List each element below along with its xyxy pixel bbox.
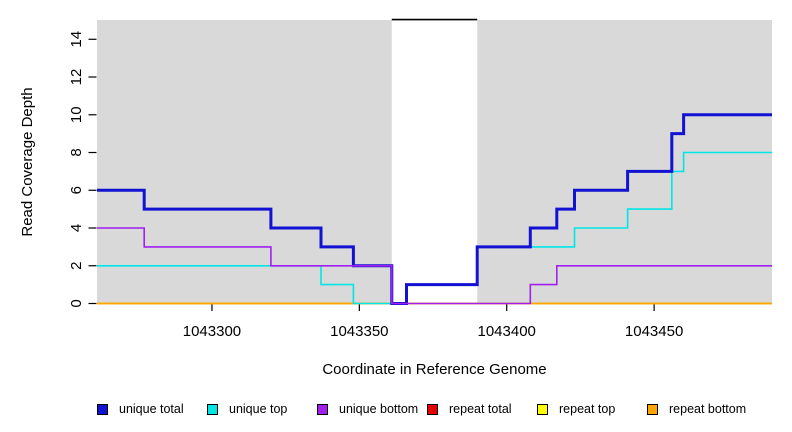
legend-label: repeat top bbox=[559, 402, 616, 416]
y-tick-label: 8 bbox=[68, 148, 85, 156]
legend-swatch-unique-top bbox=[207, 403, 218, 415]
y-axis: 0 2 4 6 8 10 12 14 bbox=[68, 31, 97, 308]
legend-swatch-repeat-bottom bbox=[647, 403, 658, 415]
y-tick-label: 6 bbox=[68, 186, 85, 194]
legend-item-repeat-bottom: repeat bottom bbox=[647, 402, 746, 416]
x-tick-label: 1043350 bbox=[330, 323, 388, 340]
series-lines bbox=[97, 113, 772, 305]
legend-item-repeat-top: repeat top bbox=[537, 402, 615, 416]
x-tick-label: 1043400 bbox=[478, 323, 536, 340]
legend-swatch-repeat-top bbox=[537, 403, 548, 415]
legend-swatch-repeat-total bbox=[427, 403, 438, 415]
series-unique-total bbox=[97, 113, 772, 305]
x-tick-label: 1043300 bbox=[183, 323, 241, 340]
legend-label: unique total bbox=[119, 402, 184, 416]
legend-item-unique-top: unique top bbox=[207, 402, 287, 416]
y-tick-label: 14 bbox=[68, 31, 85, 48]
legend-label: repeat total bbox=[449, 402, 512, 416]
y-tick-label: 10 bbox=[68, 106, 85, 123]
legend-label: repeat bottom bbox=[669, 402, 747, 416]
legend-swatch-unique-bottom bbox=[317, 403, 328, 415]
legend-item-unique-total: unique total bbox=[97, 402, 184, 416]
x-tick-label: 1043450 bbox=[625, 323, 683, 340]
legend-label: unique bottom bbox=[339, 402, 419, 416]
highlight-region-rect bbox=[391, 18, 478, 305]
y-tick-label: 4 bbox=[68, 224, 85, 232]
x-axis: 1043300 1043350 1043400 1043450 bbox=[183, 304, 683, 340]
x-axis-title: Coordinate in Reference Genome bbox=[322, 361, 547, 378]
highlight-region bbox=[391, 18, 478, 305]
legend: unique total unique top unique bottom repea… bbox=[0, 398, 792, 420]
legend-label: unique top bbox=[229, 402, 288, 416]
y-axis-title: Read Coverage Depth bbox=[19, 87, 36, 237]
y-tick-label: 2 bbox=[68, 262, 85, 270]
legend-item-unique-bottom: unique bottom bbox=[317, 402, 418, 416]
legend-item-repeat-total: repeat total bbox=[427, 402, 512, 416]
coverage-chart-canvas: 1043300 1043350 1043400 1043450 0 2 4 6 8 10 12 14 bbox=[68, 18, 772, 340]
legend-swatch-unique-total bbox=[97, 403, 108, 415]
y-tick-label: 0 bbox=[68, 299, 85, 307]
y-tick-label: 12 bbox=[68, 69, 85, 86]
series-unique-bottom bbox=[97, 227, 772, 305]
